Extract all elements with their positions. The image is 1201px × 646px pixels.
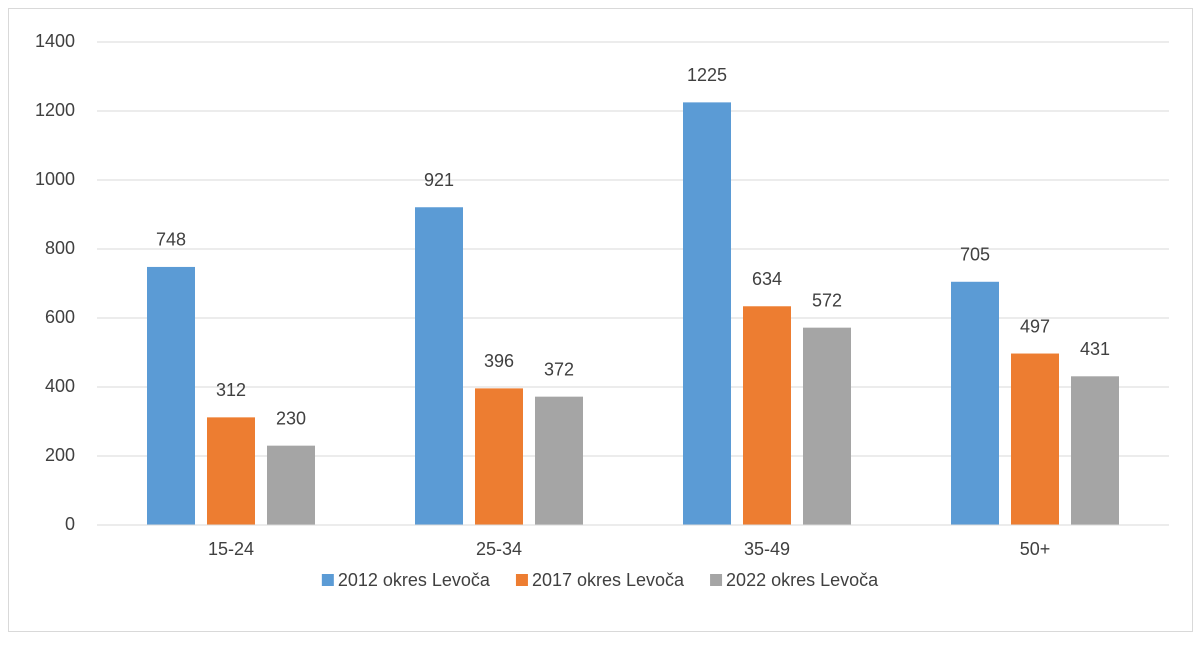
legend-swatch	[321, 574, 334, 586]
bar	[147, 266, 195, 525]
y-tick-label: 1400	[35, 31, 75, 51]
bar	[743, 306, 791, 525]
data-label: 705	[960, 245, 990, 265]
x-tick-label: 25-34	[476, 539, 522, 559]
data-label: 312	[216, 380, 246, 400]
x-tick-label: 35-49	[744, 539, 790, 559]
x-tick-label: 15-24	[208, 539, 254, 559]
legend-swatch	[710, 574, 723, 586]
data-label: 1225	[687, 65, 727, 85]
y-tick-label: 200	[45, 445, 75, 465]
data-label: 748	[156, 230, 186, 250]
legend-label: 2022 okres Levoča	[726, 570, 879, 590]
data-label: 497	[1020, 316, 1050, 336]
bar	[1071, 376, 1119, 525]
bar	[415, 207, 463, 525]
bar	[267, 445, 315, 525]
y-tick-label: 600	[45, 307, 75, 327]
bar	[683, 102, 731, 525]
y-tick-label: 0	[65, 514, 75, 534]
data-label: 396	[484, 351, 514, 371]
y-tick-label: 1000	[35, 169, 75, 189]
legend-swatch	[515, 574, 528, 586]
legend-label: 2012 okres Levoča	[338, 570, 491, 590]
y-tick-label: 800	[45, 238, 75, 258]
bar	[951, 281, 999, 525]
bar	[803, 327, 851, 525]
y-tick-label: 1200	[35, 100, 75, 120]
data-label: 431	[1080, 339, 1110, 359]
bar	[207, 417, 255, 525]
x-tick-label: 50+	[1020, 539, 1051, 559]
y-tick-label: 400	[45, 376, 75, 396]
data-label: 921	[424, 170, 454, 190]
data-label: 634	[752, 269, 782, 289]
data-label: 230	[276, 408, 306, 428]
data-label: 372	[544, 359, 574, 379]
bar	[475, 388, 523, 525]
bar	[1011, 353, 1059, 525]
legend-label: 2017 okres Levoča	[532, 570, 685, 590]
data-label: 572	[812, 290, 842, 310]
bar	[535, 396, 583, 525]
